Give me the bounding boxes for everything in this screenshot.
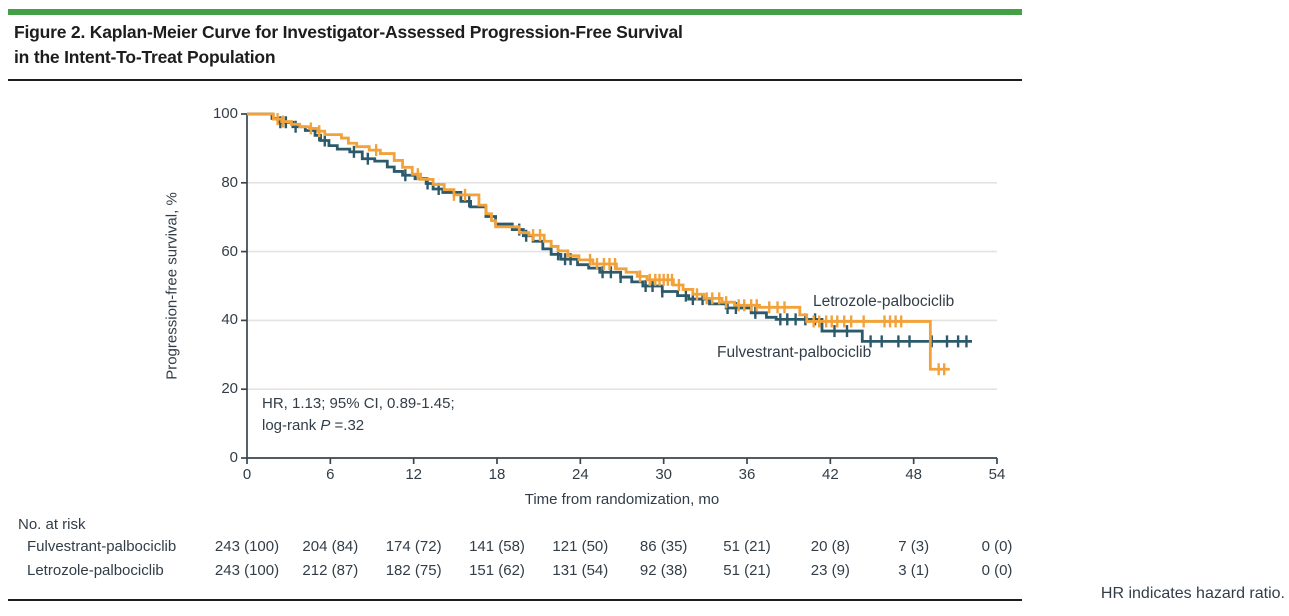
hazard-ratio-annotation: HR, 1.13; 95% CI, 0.89-1.45; log-rank P … (262, 393, 455, 437)
survival-curves (247, 112, 972, 376)
annotation-line2: log-rank P =.32 (262, 417, 365, 434)
x-tick-label-0: 0 (242, 466, 252, 483)
y-axis-label: Progression-free survival, % (163, 192, 181, 380)
x-tick-label-18: 18 (488, 466, 506, 483)
bottom-divider-rule (8, 599, 1022, 601)
axes (241, 113, 998, 464)
figure-title-line2: in the Intent-To-Treat Population (14, 47, 276, 67)
x-tick-label-6: 6 (326, 466, 335, 483)
figure-title: Figure 2. Kaplan-Meier Curve for Investi… (14, 20, 1014, 70)
curve-label-letrozole-palbociclib: Letrozole-palbociclib (813, 293, 955, 310)
risk-cell: 0 (0) (981, 538, 1013, 555)
risk-row-label-fulvestrant-palbociclib: Fulvestrant-palbociclib (27, 538, 177, 555)
risk-cell: 243 (100) (214, 538, 280, 555)
risk-cell: 151 (62) (469, 562, 525, 579)
x-tick-label-12: 12 (405, 466, 422, 483)
km-curve-letrozole-palbociclib (247, 112, 950, 371)
risk-cell: 23 (9) (810, 562, 850, 579)
curve-label-fulvestrant-palbociclib: Fulvestrant-palbociclib (717, 344, 872, 361)
y-tick-label-100: 100 (212, 105, 238, 122)
figure-title-line1: Figure 2. Kaplan-Meier Curve for Investi… (14, 22, 683, 42)
x-tick-label-24: 24 (571, 466, 589, 483)
risk-cell: 182 (75) (385, 562, 442, 579)
risk-cell: 86 (35) (639, 538, 688, 555)
risk-cell: 212 (87) (302, 562, 359, 579)
x-tick-label-36: 36 (738, 466, 756, 483)
risk-cell: 121 (50) (552, 538, 609, 555)
risk-cell: 204 (84) (302, 538, 359, 555)
risk-cell: 7 (3) (898, 538, 930, 555)
risk-cell: 20 (8) (810, 538, 850, 555)
gridlines (247, 182, 997, 391)
x-tick-label-54: 54 (988, 466, 1006, 483)
risk-cell: 51 (21) (723, 538, 771, 555)
risk-cell: 141 (58) (469, 538, 525, 555)
annotation-line1: HR, 1.13; 95% CI, 0.89-1.45; (262, 395, 455, 412)
risk-cell: 3 (1) (898, 562, 930, 579)
y-tick-label-60: 60 (221, 242, 238, 260)
risk-cell: 243 (100) (214, 562, 280, 579)
y-tick-label-0: 0 (229, 449, 238, 466)
risk-cell: 92 (38) (639, 562, 688, 579)
risk-cell: 174 (72) (385, 538, 442, 555)
y-tick-label-20: 20 (221, 380, 238, 398)
x-tick-label-48: 48 (905, 466, 922, 483)
y-tick-label-40: 40 (221, 311, 238, 329)
x-tick-label-30: 30 (655, 466, 672, 483)
risk-table-heading: No. at risk (18, 516, 86, 533)
risk-cell: 131 (54) (552, 562, 609, 579)
title-divider-rule (8, 79, 1022, 81)
y-tick-label-80: 80 (221, 173, 238, 191)
figure-accent-bar (8, 9, 1022, 15)
x-axis-label: Time from randomization, mo (524, 491, 720, 508)
risk-row-label-letrozole-palbociclib: Letrozole-palbociclib (27, 562, 164, 579)
risk-cell: 51 (21) (723, 562, 771, 579)
figure-footnote: HR indicates hazard ratio. (1100, 585, 1285, 602)
x-tick-label-42: 42 (821, 466, 839, 483)
risk-cell: 0 (0) (981, 562, 1013, 579)
